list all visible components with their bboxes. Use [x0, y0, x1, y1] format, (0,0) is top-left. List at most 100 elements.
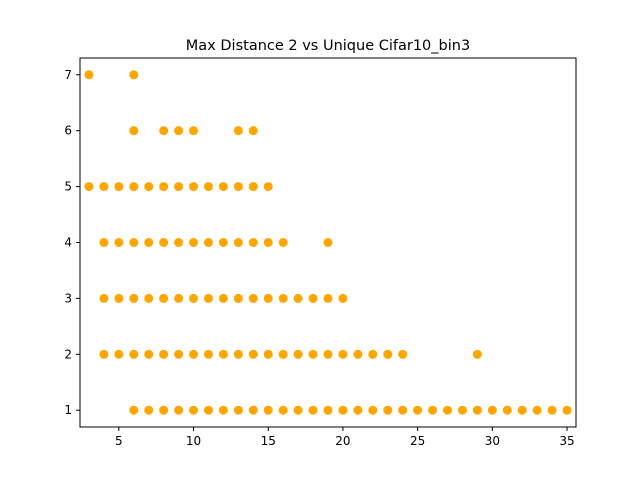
- data-point: [323, 293, 333, 303]
- y-tick-label: 4: [64, 236, 72, 250]
- data-point: [129, 126, 139, 136]
- data-point: [308, 349, 318, 359]
- data-point: [144, 349, 154, 359]
- data-point: [338, 349, 348, 359]
- data-point: [129, 293, 139, 303]
- data-point: [218, 405, 228, 415]
- data-point: [159, 238, 169, 247]
- data-point: [383, 349, 393, 359]
- data-point: [368, 349, 378, 359]
- data-point: [502, 405, 512, 415]
- data-point: [472, 405, 482, 415]
- data-point: [159, 349, 169, 359]
- data-point: [248, 126, 258, 136]
- data-point: [218, 293, 228, 303]
- data-point: [278, 238, 288, 247]
- data-point: [338, 293, 348, 303]
- data-point: [323, 238, 333, 247]
- data-point: [129, 238, 139, 247]
- y-tick-label: 6: [64, 124, 72, 138]
- x-tick-label: 10: [186, 434, 201, 448]
- data-point: [218, 238, 228, 247]
- data-point: [248, 405, 258, 415]
- data-point: [99, 293, 109, 303]
- data-point: [159, 293, 169, 303]
- data-point: [144, 238, 154, 247]
- data-point: [218, 182, 228, 192]
- data-point: [129, 405, 139, 415]
- y-tick-label: 2: [64, 347, 72, 361]
- data-point: [233, 238, 243, 247]
- data-point: [99, 238, 109, 247]
- data-point: [174, 238, 184, 247]
- x-tick-label: 5: [115, 434, 123, 448]
- data-point: [233, 182, 243, 192]
- chart-title: Max Distance 2 vs Unique Cifar10_bin3: [186, 38, 470, 54]
- data-point: [129, 349, 139, 359]
- y-tick-label: 3: [64, 291, 72, 305]
- data-point: [562, 405, 572, 415]
- data-point: [293, 349, 303, 359]
- data-point: [189, 293, 199, 303]
- data-point: [487, 405, 497, 415]
- data-point: [114, 238, 124, 247]
- data-point: [472, 349, 482, 359]
- data-point: [353, 349, 363, 359]
- data-point: [203, 238, 213, 247]
- data-point: [189, 126, 199, 136]
- data-point: [338, 405, 348, 415]
- data-point: [248, 349, 258, 359]
- data-point: [233, 126, 243, 136]
- data-point: [203, 293, 213, 303]
- data-point: [189, 238, 199, 247]
- data-point: [263, 405, 273, 415]
- data-point: [114, 182, 124, 192]
- x-tick-label: 30: [485, 434, 500, 448]
- data-point: [278, 293, 288, 303]
- data-point: [189, 405, 199, 415]
- data-point: [293, 293, 303, 303]
- data-point: [443, 405, 453, 415]
- data-point: [323, 405, 333, 415]
- data-point: [248, 238, 258, 247]
- data-point: [99, 182, 109, 192]
- data-point: [278, 405, 288, 415]
- data-point: [189, 182, 199, 192]
- data-point: [248, 182, 258, 192]
- data-point: [368, 405, 378, 415]
- y-tick-label: 5: [64, 180, 72, 194]
- data-point: [532, 405, 542, 415]
- points-layer: [84, 70, 572, 415]
- data-point: [263, 182, 273, 192]
- data-point: [308, 405, 318, 415]
- data-point: [84, 182, 94, 192]
- y-tick-label: 7: [64, 68, 72, 82]
- data-point: [383, 405, 393, 415]
- data-point: [218, 349, 228, 359]
- data-point: [233, 405, 243, 415]
- data-point: [159, 182, 169, 192]
- data-point: [263, 293, 273, 303]
- data-point: [203, 349, 213, 359]
- data-point: [428, 405, 438, 415]
- data-point: [174, 405, 184, 415]
- data-point: [129, 182, 139, 192]
- data-point: [174, 349, 184, 359]
- data-point: [248, 293, 258, 303]
- data-point: [114, 293, 124, 303]
- data-point: [398, 405, 408, 415]
- data-point: [233, 293, 243, 303]
- y-tick-label: 1: [64, 403, 72, 417]
- data-point: [293, 405, 303, 415]
- x-tick-label: 15: [261, 434, 276, 448]
- data-point: [278, 349, 288, 359]
- data-point: [144, 293, 154, 303]
- data-point: [114, 349, 124, 359]
- x-tick-label: 35: [559, 434, 574, 448]
- data-point: [233, 349, 243, 359]
- x-tick-label: 25: [410, 434, 425, 448]
- data-point: [263, 349, 273, 359]
- data-point: [174, 293, 184, 303]
- data-point: [413, 405, 423, 415]
